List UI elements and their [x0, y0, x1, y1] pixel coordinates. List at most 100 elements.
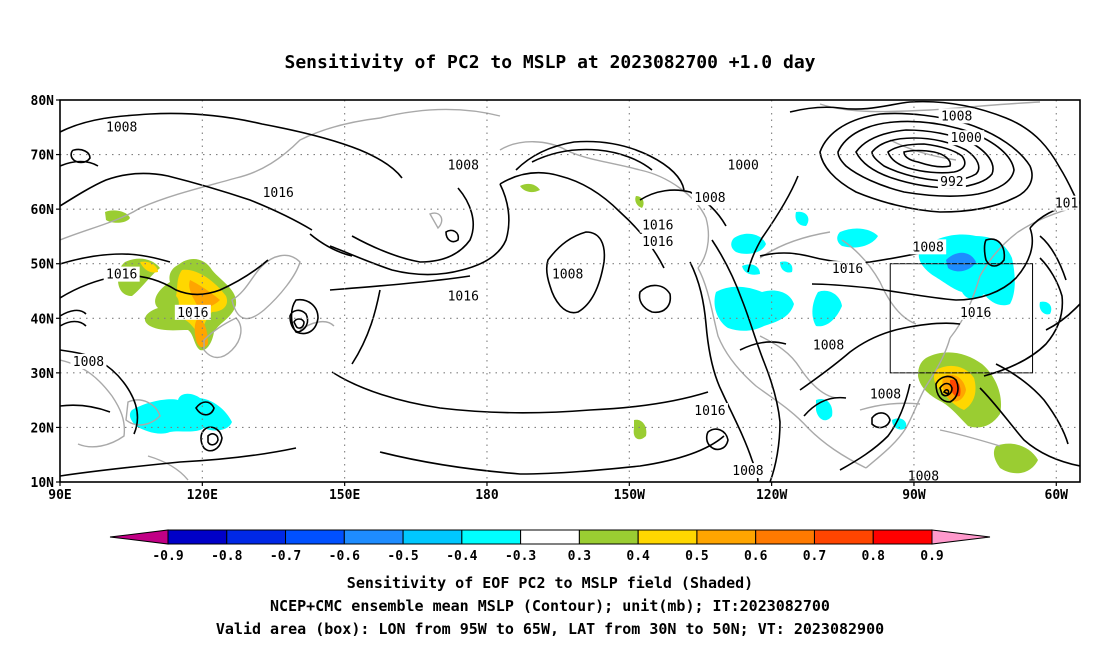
- contour-label: 1016: [832, 262, 863, 277]
- contour-label-background: [948, 130, 985, 146]
- contour-label-background: [70, 353, 107, 369]
- lat-tick-label: 10N: [31, 476, 55, 491]
- contour-label: 1016: [642, 219, 673, 234]
- map-frame: [59, 99, 1081, 483]
- colorbar-label: -0.5: [387, 549, 418, 564]
- lon-tick-label: 150W: [614, 488, 645, 503]
- contour-label-background: [445, 157, 482, 173]
- contour-label-background: [910, 239, 947, 255]
- contour-label-background: [829, 261, 866, 277]
- colorbar-label: -0.4: [446, 549, 477, 564]
- caption-line-3: Valid area (box): LON from 95W to 65W, L…: [215, 620, 885, 638]
- colorbar-label: 0.9: [920, 549, 943, 564]
- lon-tick-label: 180: [475, 488, 499, 503]
- colorbar-label: 0.3: [568, 549, 591, 564]
- lon-tick-label: 90E: [48, 488, 71, 503]
- contour-label: 1000: [728, 158, 759, 173]
- lat-tick-label: 80N: [31, 94, 55, 109]
- contour-label: 1016: [263, 186, 294, 201]
- colorbar-cell: [226, 529, 287, 545]
- caption-line-2: NCEP+CMC ensemble mean MSLP (Contour); u…: [270, 597, 830, 615]
- contour-label: 1016: [694, 404, 725, 419]
- colorbar-cell: [696, 529, 757, 545]
- contour-label: 1008: [106, 120, 137, 135]
- contour-label-background: [867, 386, 904, 402]
- colorbar-low-triangle: [109, 529, 169, 545]
- contour-label: 1008: [913, 240, 944, 255]
- contour-label-background: [729, 463, 766, 479]
- lat-lon-grid: [60, 100, 1080, 482]
- contour-label: 1016: [177, 306, 208, 321]
- colorbar-label: 0.5: [685, 549, 708, 564]
- lat-tick-label: 30N: [31, 367, 55, 382]
- contour-label: 1016: [1055, 197, 1086, 212]
- contour-label-background: [103, 266, 140, 282]
- sensitivity-colorbar: -0.9 -0.8 -0.7 -0.6 -0.5 -0.4 -0.3 0.3 0.4 0.5 0.6…: [109, 529, 991, 564]
- sensitivity-shading: [105, 183, 1052, 474]
- contour-label-background: [260, 184, 297, 200]
- contour-label-background: [691, 403, 728, 419]
- caption-line-1: Sensitivity of EOF PC2 to MSLP field (Sh…: [346, 574, 754, 592]
- colorbar-cell: [402, 529, 463, 545]
- lon-tick-label: 120E: [187, 488, 218, 503]
- contour-label-background: [937, 173, 966, 189]
- coastlines: [60, 101, 1080, 481]
- contour-label-background: [103, 119, 140, 135]
- colorbar-cell: [755, 529, 815, 545]
- lat-tick-label: 40N: [31, 312, 55, 327]
- colorbar-label: -0.8: [211, 549, 242, 564]
- colorbar-label: 0.8: [861, 549, 885, 564]
- lat-tick-label: 20N: [31, 421, 55, 436]
- contour-label: 1008: [813, 339, 844, 354]
- contour-label: 1008: [694, 191, 725, 206]
- lon-tick-label: 150E: [329, 488, 360, 503]
- contour-label: 1008: [552, 268, 583, 283]
- colorbar-label: -0.6: [329, 549, 360, 564]
- contour-label: 1016: [642, 235, 673, 250]
- lon-tick-label: 90W: [902, 488, 926, 503]
- lat-tick-label: 50N: [31, 258, 55, 273]
- colorbar-label: -0.3: [505, 549, 536, 564]
- colorbar-cell: [872, 529, 933, 545]
- colorbar-cell: [813, 529, 874, 545]
- contour-label-background: [725, 157, 762, 173]
- contour-label: 1016: [960, 306, 991, 321]
- lon-tick-label: 60W: [1045, 488, 1069, 503]
- valid-area-box: [889, 263, 1034, 374]
- contour-label-background: [957, 304, 994, 320]
- colorbar-label: 0.7: [803, 549, 826, 564]
- figure-title: Sensitivity of PC2 to MSLP at 2023082700…: [284, 52, 815, 73]
- contour-label: 992: [940, 175, 963, 190]
- colorbar-cell: [461, 529, 522, 545]
- latitude-axis: 80N 70N 60N 50N 40N 30N 20N 10N: [31, 94, 60, 491]
- contour-label: 1008: [448, 158, 479, 173]
- colorbar-label: -0.7: [270, 549, 301, 564]
- contour-label-background: [810, 337, 847, 353]
- colorbar-cell: [578, 529, 639, 545]
- colorbar-cell: [167, 529, 228, 545]
- lat-tick-label: 60N: [31, 203, 55, 218]
- colorbar-label: -0.9: [152, 549, 183, 564]
- colorbar-cell: [520, 529, 580, 545]
- contour-label: 1000: [950, 131, 981, 146]
- contour-label-background: [639, 217, 676, 233]
- contour-label: 1016: [448, 289, 479, 304]
- contour-label-background: [445, 288, 482, 304]
- contour-label: 1008: [941, 109, 972, 124]
- contour-label: 1016: [106, 268, 137, 283]
- contour-label-background: [938, 108, 975, 124]
- contour-label: 1008: [908, 470, 939, 485]
- contour-label-background: [1052, 195, 1080, 211]
- longitude-axis: 90E 120E 150E 180 150W 120W 90W 60W: [48, 482, 1068, 503]
- contour-label-background: [691, 190, 728, 206]
- contour-label-background: [639, 233, 676, 249]
- contour-label: 1008: [732, 464, 763, 479]
- lat-tick-label: 70N: [31, 149, 55, 164]
- colorbar-label: 0.6: [744, 549, 768, 564]
- colorbar-cell: [637, 529, 698, 545]
- colorbar-cell: [343, 529, 404, 545]
- contour-label: 1008: [870, 388, 901, 403]
- contour-label-background: [549, 266, 586, 282]
- lon-tick-label: 120W: [756, 488, 787, 503]
